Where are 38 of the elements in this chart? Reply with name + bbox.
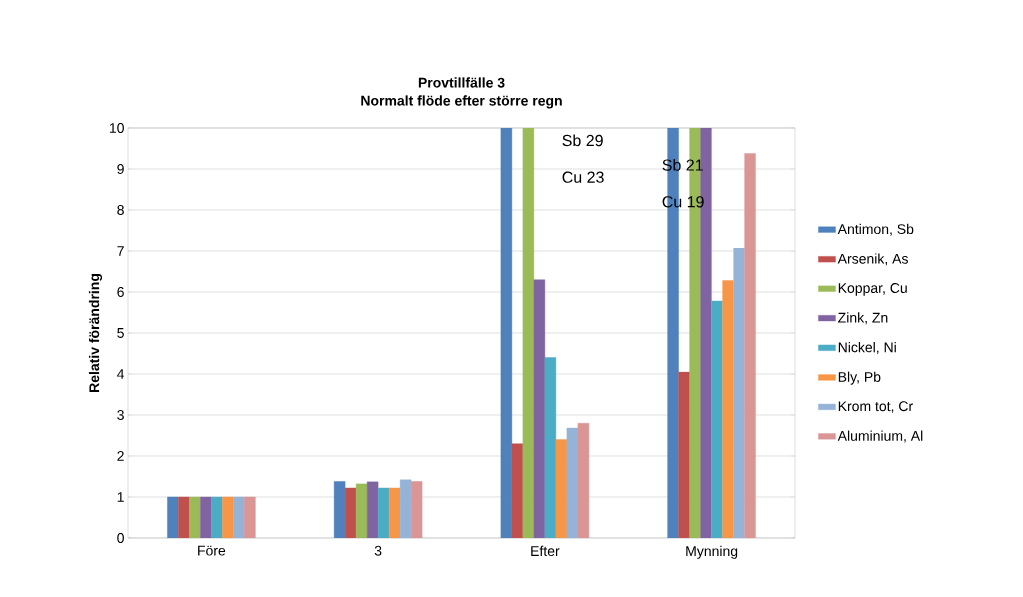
y-tick-label: 1 (117, 492, 124, 502)
bar (189, 496, 201, 538)
bar (678, 371, 690, 538)
y-axis-title: Relativ förändring (88, 274, 103, 392)
legend-label: Bly, Pb (838, 371, 881, 385)
annotation: Cu 23 (562, 171, 604, 183)
legend-label: Koppar, Cu (838, 283, 907, 296)
bar (355, 483, 368, 538)
legend-label: Aluminium, Al (837, 430, 923, 443)
y-tick-label: 8 (117, 205, 124, 215)
bar (344, 487, 357, 538)
bar (178, 496, 190, 538)
y-tick-label: 4 (117, 369, 125, 379)
bar (522, 127, 535, 538)
y-tick-label: 5 (117, 328, 124, 338)
legend-label: Zink, Zn (838, 312, 888, 325)
legend-label: Arsenik, As (837, 253, 908, 266)
y-tick-label: 0 (117, 533, 124, 543)
y-tick-label: 9 (117, 164, 124, 174)
bar (333, 481, 346, 538)
x-tick-label: Mynning (686, 545, 738, 559)
x-tick-label: Efter (531, 545, 560, 557)
bar (167, 496, 179, 538)
y-tick-label: 3 (117, 410, 124, 420)
y-tick-label: 7 (117, 246, 124, 256)
y-tick-label: 6 (117, 287, 124, 297)
x-tick-label: 3 (374, 545, 382, 556)
bar (511, 443, 524, 538)
y-tick-label: 2 (117, 451, 124, 461)
chart-title: Provtillfälle 3 (418, 77, 505, 88)
y-tick-label: 10 (109, 123, 124, 133)
bar (500, 127, 513, 538)
legend-label: Nickel, Ni (838, 341, 896, 354)
x-tick-label: Före (198, 545, 226, 556)
chart-subtitle: Normalt flöde efter större regn (361, 95, 562, 109)
legend-label: Antimon, Sb (837, 223, 914, 236)
legend-label: Krom tot, Cr (838, 401, 913, 413)
annotation: Sb 29 (562, 134, 603, 147)
